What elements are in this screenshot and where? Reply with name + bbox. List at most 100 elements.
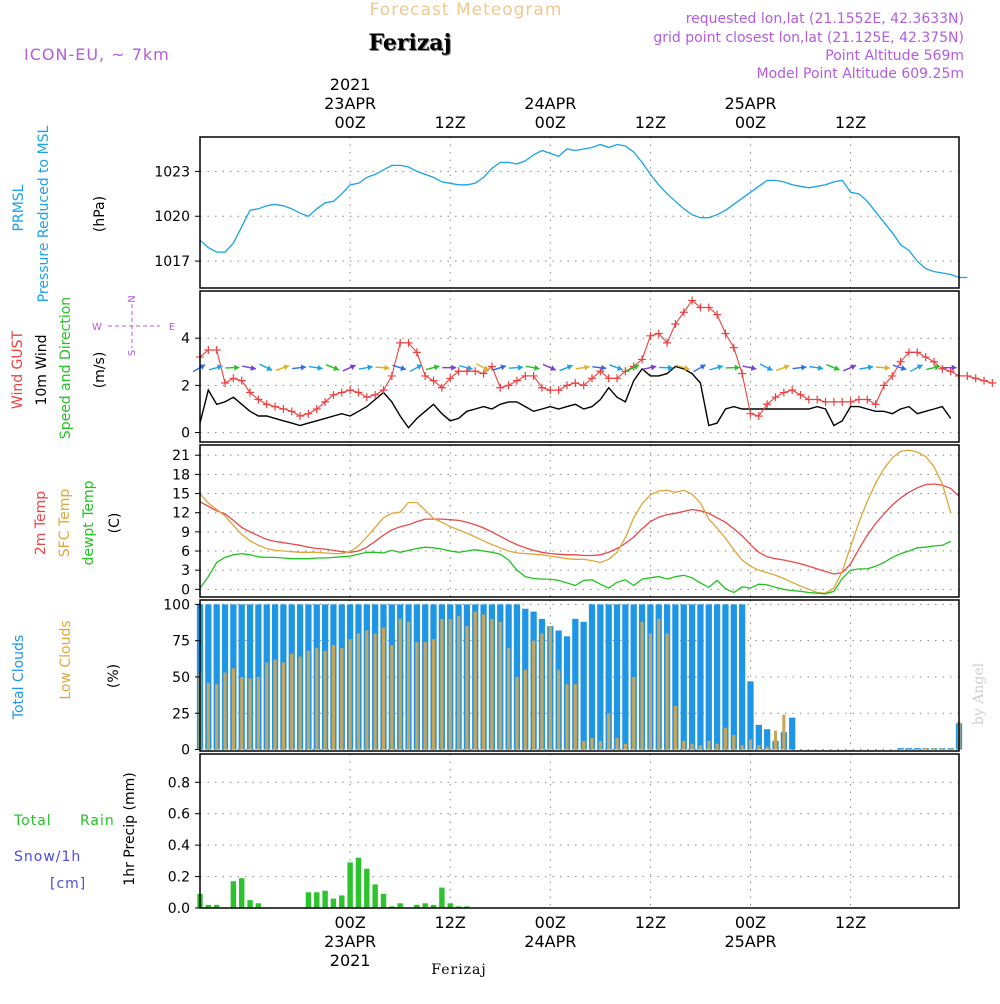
low-cloud-bar (248, 678, 251, 749)
requested-coords: requested lon,lat (21.1552E, 42.3633N) (686, 11, 964, 27)
y-tick-label: 9 (181, 525, 190, 541)
low-cloud-bar (374, 633, 377, 749)
total-cloud-bar (589, 604, 595, 749)
low-clouds-label: Low Clouds (58, 620, 74, 699)
total-cloud-bar (597, 604, 603, 749)
y-tick-label: 1020 (154, 209, 190, 225)
low-cloud-bar (332, 645, 335, 750)
low-cloud-bar (732, 735, 735, 750)
total-cloud-bar (622, 604, 628, 749)
y-tick-label: 1023 (154, 164, 190, 180)
low-cloud-bar (649, 633, 652, 749)
precip-panel-labels: 1hr Precip (mm) Total Rain Snow/1h [cm] (13, 772, 138, 892)
compass-rose-icon: N S W E (92, 295, 175, 356)
gust-marker (980, 377, 988, 385)
low-cloud-bar (440, 619, 443, 750)
total-cloud-bar (581, 622, 587, 750)
low-cloud-bar (615, 738, 618, 750)
prmsl-label: PRMSL (11, 184, 27, 231)
low-cloud-bar (499, 622, 502, 750)
compass-e: E (169, 322, 175, 333)
low-cloud-bar (774, 731, 777, 750)
low-cloud-bar (782, 715, 785, 750)
wind-speed-dir-label: Speed and Direction (58, 297, 74, 439)
low-cloud-bar (390, 645, 393, 750)
y-tick-label: 6 (181, 544, 190, 560)
low-cloud-bar (282, 662, 285, 749)
low-cloud-bar (265, 662, 268, 749)
clouds-panel-labels: Total Clouds Low Clouds (%) (11, 620, 122, 720)
total-cloud-bar (614, 604, 620, 749)
panel-bg-4 (200, 754, 959, 908)
low-cloud-bar (357, 633, 360, 749)
precip-bar (322, 891, 327, 908)
total-clouds-label: Total Clouds (11, 635, 27, 720)
panel-bg-0 (200, 137, 959, 288)
y-axis-ticks: 10171020102302403691215182102550751000.0… (154, 164, 200, 917)
y-tick-label: 15 (172, 487, 190, 503)
low-cloud-bar (599, 741, 602, 750)
y-tick-label: 12 (172, 506, 190, 522)
low-cloud-bar (932, 748, 935, 749)
low-cloud-bar (691, 744, 694, 750)
precip-snow-label: Snow/1h (14, 849, 81, 865)
compass-s: S (127, 350, 138, 356)
gust-marker (963, 372, 971, 380)
time-label: 00Z (535, 913, 566, 932)
top-time-label: 12Z (835, 113, 866, 132)
precip-bar (314, 892, 319, 908)
total-cloud-bar (739, 604, 745, 749)
low-cloud-bar (666, 633, 669, 749)
model-altitude: Model Point Altitude 609.25m (757, 66, 964, 82)
low-cloud-bar (557, 670, 560, 750)
low-cloud-bar (524, 670, 527, 750)
precip-bar (347, 862, 352, 908)
low-cloud-bar (299, 657, 302, 750)
low-cloud-bar (465, 626, 468, 749)
low-cloud-bar (432, 639, 435, 749)
low-cloud-bar (290, 654, 293, 750)
y-tick-label: 0 (181, 426, 190, 442)
low-cloud-bar (307, 651, 310, 750)
y-tick-label: 75 (172, 634, 190, 650)
low-cloud-bar (490, 619, 493, 750)
top-time-label: 25APR (724, 94, 776, 113)
y-tick-label: 21 (172, 448, 190, 464)
low-cloud-bar (574, 684, 577, 749)
low-cloud-bar (232, 668, 235, 749)
low-cloud-bar (582, 741, 585, 750)
low-cloud-bar (515, 677, 518, 750)
time-label: 24APR (524, 932, 576, 951)
low-cloud-bar (640, 622, 643, 750)
low-cloud-bar (324, 651, 327, 750)
wind-panel-labels: Wind GUST 10m Wind Speed and Direction (… (10, 295, 175, 439)
time-label: 00Z (334, 913, 365, 932)
wind-10m-label: 10m Wind (34, 334, 50, 405)
low-cloud-bar (757, 745, 760, 749)
time-label: 12Z (635, 913, 666, 932)
precip-total-label: Total (13, 813, 52, 829)
panel-bg-2 (200, 445, 959, 597)
top-time-label: 12Z (435, 113, 466, 132)
panel-bg-1 (200, 291, 959, 442)
model-label: ICON-EU, ~ 7km (24, 45, 170, 64)
location-title: Ferizaj (368, 30, 451, 56)
top-time-label: 24APR (524, 94, 576, 113)
y-tick-label: 0 (181, 743, 190, 759)
pressure-unit-label: (hPa) (92, 196, 108, 232)
low-cloud-bar (632, 677, 635, 750)
low-cloud-bar (590, 738, 593, 750)
precip-bar (381, 894, 386, 908)
total-cloud-bar (706, 604, 712, 749)
product-title: Forecast Meteogram (370, 0, 563, 20)
low-cloud-bar (549, 626, 552, 749)
top-time-label: 23APR (324, 94, 376, 113)
dewpt-temp-label: dewpt Temp (81, 480, 97, 565)
low-cloud-bar (699, 745, 702, 749)
precip-bar (356, 858, 361, 908)
precip-bar (239, 878, 244, 908)
sfc-temp-label: SFC Temp (57, 489, 73, 558)
